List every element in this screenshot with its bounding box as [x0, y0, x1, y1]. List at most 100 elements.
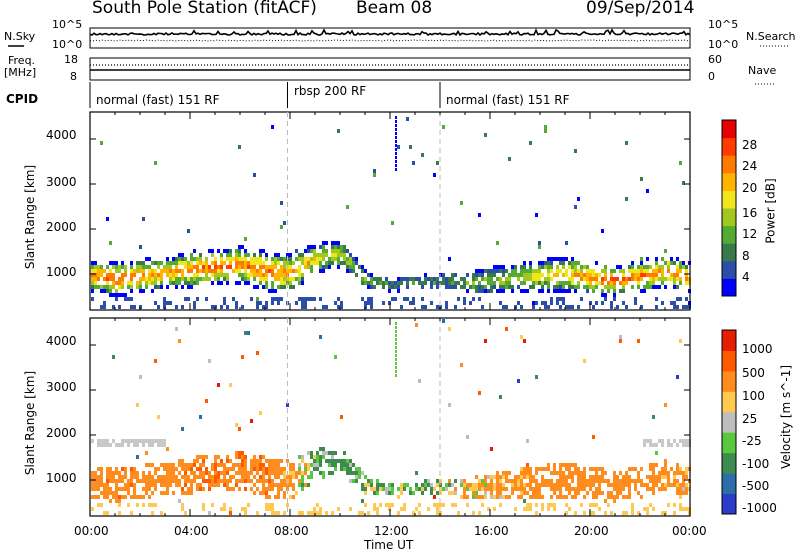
data-cell	[451, 285, 454, 289]
data-cell	[610, 273, 613, 277]
data-cell	[529, 475, 532, 479]
nsky-label: N.Sky	[4, 30, 36, 43]
data-cell	[94, 277, 97, 281]
data-cell	[634, 277, 637, 281]
data-cell	[190, 463, 193, 467]
data-cell	[136, 443, 139, 447]
data-cell	[196, 277, 199, 281]
data-cell	[154, 359, 157, 363]
data-cell	[472, 495, 475, 499]
data-cell	[187, 265, 190, 269]
data-cell	[523, 261, 526, 265]
data-cell	[259, 269, 262, 273]
data-cell	[151, 281, 154, 285]
data-cell	[154, 277, 157, 281]
data-cell	[397, 145, 400, 149]
data-cell	[475, 285, 478, 289]
data-cell	[106, 277, 109, 281]
data-cell	[211, 503, 214, 507]
data-cell	[295, 471, 298, 475]
data-cell	[502, 471, 505, 475]
data-cell	[553, 483, 556, 487]
data-cell	[274, 297, 277, 301]
data-cell	[217, 483, 220, 487]
data-cell	[238, 463, 241, 467]
data-cell	[154, 273, 157, 277]
cpid-segment-label: normal (fast) 151 RF	[446, 93, 570, 107]
colorbar-swatch	[722, 411, 736, 433]
data-cell	[673, 503, 676, 507]
data-cell	[430, 301, 433, 305]
data-cell	[583, 265, 586, 269]
data-cell	[571, 475, 574, 479]
colorbar-swatch	[722, 260, 736, 279]
data-cell	[259, 475, 262, 479]
data-cell	[265, 257, 268, 261]
data-cell	[586, 479, 589, 483]
data-cell	[268, 475, 271, 479]
data-cell	[565, 495, 568, 499]
data-cell	[277, 253, 280, 257]
data-cell	[502, 269, 505, 273]
data-cell	[535, 277, 538, 281]
data-cell	[652, 281, 655, 285]
data-cell	[244, 331, 247, 335]
data-cell	[301, 253, 304, 257]
data-cell	[538, 277, 541, 281]
data-cell	[673, 475, 676, 479]
data-cell	[607, 503, 610, 507]
data-cell	[547, 305, 550, 309]
data-cell	[268, 265, 271, 269]
data-cell	[565, 463, 568, 467]
data-cell	[259, 467, 262, 471]
data-cell	[256, 269, 259, 273]
data-cell	[112, 495, 115, 499]
data-cell	[253, 455, 256, 459]
data-cell	[271, 301, 274, 305]
data-cell	[523, 507, 526, 511]
velocity-cbar-tick: -1000	[742, 501, 777, 515]
data-cell	[445, 483, 448, 487]
data-cell	[505, 327, 508, 331]
data-cell	[145, 479, 148, 483]
data-cell	[277, 277, 280, 281]
data-cell	[478, 273, 481, 277]
data-cell	[562, 479, 565, 483]
data-cell	[547, 269, 550, 273]
data-cell	[175, 261, 178, 265]
data-cell	[598, 491, 601, 495]
data-cell	[430, 491, 433, 495]
data-cell	[184, 491, 187, 495]
data-cell	[256, 463, 259, 467]
data-cell	[598, 483, 601, 487]
data-cell	[487, 483, 490, 487]
data-cell	[616, 305, 619, 309]
data-cell	[610, 305, 613, 309]
data-cell	[241, 261, 244, 265]
data-cell	[256, 467, 259, 471]
data-cell	[346, 269, 349, 273]
data-cell	[265, 265, 268, 269]
data-cell	[316, 463, 319, 467]
data-cell	[655, 257, 658, 261]
data-cell	[328, 265, 331, 269]
data-cell	[358, 471, 361, 475]
data-cell	[220, 253, 223, 257]
data-cell	[313, 249, 316, 253]
data-cell	[643, 289, 646, 293]
data-cell	[226, 305, 229, 309]
data-cell	[433, 503, 436, 507]
data-cell	[370, 273, 373, 277]
data-cell	[565, 475, 568, 479]
data-cell	[658, 479, 661, 483]
data-cell	[160, 475, 163, 479]
data-cell	[97, 475, 100, 479]
data-cell	[115, 487, 118, 491]
data-cell	[472, 285, 475, 289]
data-cell	[226, 483, 229, 487]
data-cell	[109, 241, 112, 245]
data-cell	[262, 491, 265, 495]
data-cell	[613, 471, 616, 475]
data-cell	[448, 281, 451, 285]
data-cell	[511, 265, 514, 269]
